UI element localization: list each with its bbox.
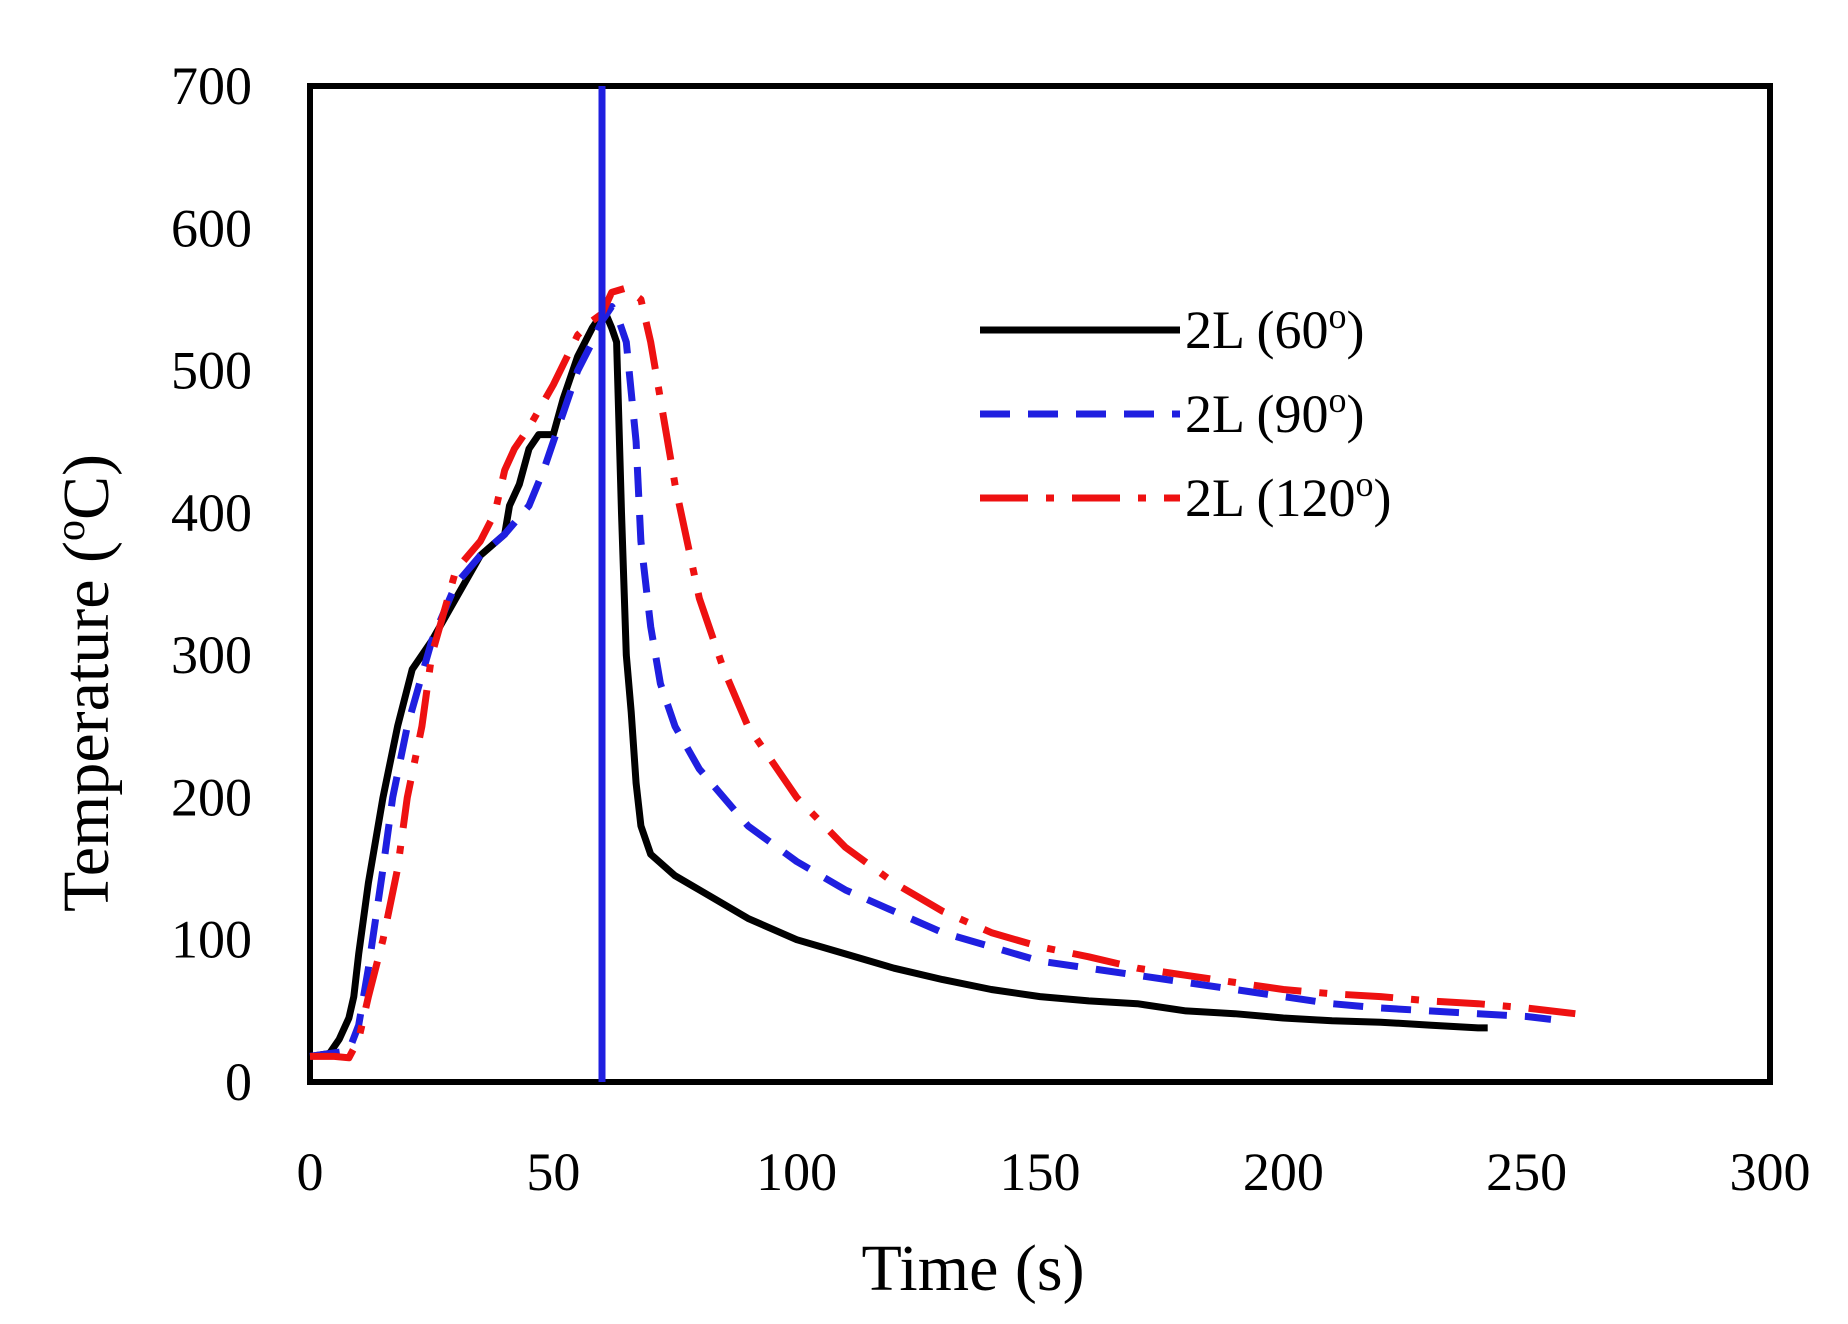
y-tick-label: 400 <box>171 483 252 543</box>
x-tick-label: 50 <box>526 1142 580 1202</box>
x-axis-ticks: 0 50 100 150 200 250 300 <box>297 1142 1811 1202</box>
y-tick-label: 0 <box>225 1052 252 1112</box>
legend: 2L (60o) 2L (90o) 2L (120o) <box>980 296 1391 528</box>
y-tick-label: 300 <box>171 625 252 685</box>
degree-superscript: o <box>48 520 94 541</box>
plot-area <box>307 83 1773 1085</box>
y-tick-label: 600 <box>171 198 252 258</box>
series-line-1 <box>309 310 1488 1060</box>
series-layer <box>309 284 1576 1062</box>
legend-label-1: 2L (60o) <box>1185 296 1364 360</box>
x-tick-label: 150 <box>1000 1142 1081 1202</box>
y-tick-label: 200 <box>171 767 252 827</box>
legend-label-3: 2L (120o) <box>1185 464 1391 528</box>
x-tick-label: 0 <box>297 1142 324 1202</box>
x-tick-label: 100 <box>756 1142 837 1202</box>
legend-label-2: 2L (90o) <box>1185 380 1364 444</box>
y-axis-title: Temperature (oC) <box>48 454 123 912</box>
y-tick-label: 100 <box>171 910 252 970</box>
series-line-2 <box>309 303 1552 1060</box>
y-axis-ticks: 0 100 200 300 400 500 600 700 <box>171 56 252 1112</box>
x-tick-label: 300 <box>1730 1142 1811 1202</box>
x-axis-title: Time (s) <box>861 1232 1084 1305</box>
series-line-3 <box>310 284 1576 1062</box>
x-tick-label: 200 <box>1243 1142 1324 1202</box>
y-tick-label: 500 <box>171 341 252 401</box>
y-tick-label: 700 <box>171 56 252 116</box>
x-tick-label: 250 <box>1486 1142 1567 1202</box>
